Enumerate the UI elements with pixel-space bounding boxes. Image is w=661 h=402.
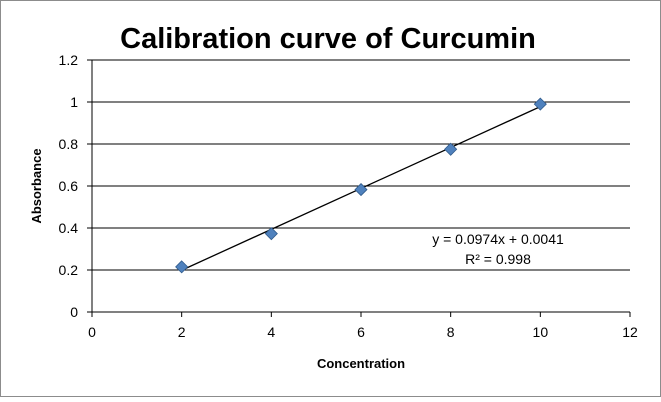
data-point: [175, 260, 189, 274]
data-point: [264, 227, 278, 241]
y-tick-label: 0.2: [59, 262, 79, 278]
y-tick-label: 0.8: [59, 136, 79, 152]
y-tick-label: 0: [70, 304, 78, 320]
axes: [87, 59, 631, 317]
data-point: [444, 142, 458, 156]
x-tick-label: 10: [533, 324, 549, 340]
y-axis-title: Absorbance: [29, 148, 44, 223]
y-tick-labels: 0 0.2 0.4 0.6 0.8 1 1.2: [59, 52, 79, 320]
r-squared-label: R² = 0.998: [465, 251, 531, 267]
trendline-equation: y = 0.0974x + 0.0041: [432, 231, 564, 247]
x-tick-label: 2: [178, 324, 186, 340]
chart-title: Calibration curve of Curcumin: [120, 23, 536, 55]
x-tick-label: 4: [267, 324, 275, 340]
y-tick-label: 1.2: [59, 52, 79, 68]
y-tick-label: 1: [70, 94, 78, 110]
x-tick-label: 6: [357, 324, 365, 340]
data-point: [354, 183, 368, 197]
x-tick-label: 8: [447, 324, 455, 340]
data-point: [533, 97, 547, 111]
x-tick-label: 0: [88, 324, 96, 340]
y-tick-label: 0.4: [59, 220, 79, 236]
y-tick-label: 0.6: [59, 178, 79, 194]
x-axis-title: Concentration: [317, 356, 405, 371]
data-points: [175, 97, 547, 274]
x-tick-label: 12: [622, 324, 638, 340]
x-tick-labels: 0 2 4 6 8 10 12: [88, 324, 638, 340]
